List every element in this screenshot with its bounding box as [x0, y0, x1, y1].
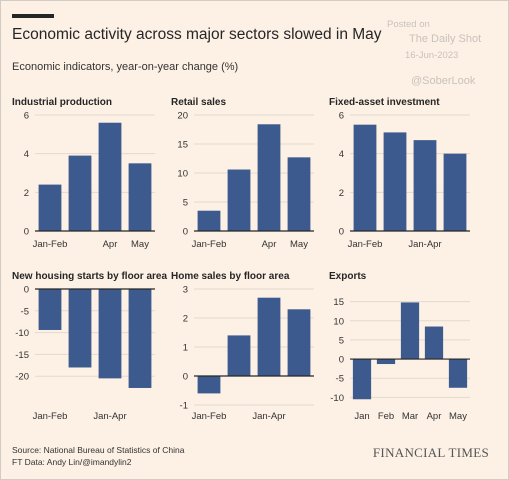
x-tick-label: Jan-Apr — [252, 411, 285, 422]
y-tick-label: 5 — [339, 335, 344, 346]
bar — [68, 155, 92, 231]
y-tick-label: 0 — [24, 285, 29, 296]
y-tick-label: 2 — [24, 188, 29, 199]
y-tick-label: 4 — [24, 149, 29, 160]
y-tick-label: -20 — [15, 372, 29, 383]
y-tick-label: 0 — [339, 355, 344, 366]
y-tick-label: 0 — [339, 227, 344, 238]
bar — [376, 359, 396, 365]
bar — [424, 326, 444, 360]
bar — [98, 122, 122, 231]
y-tick-label: 0 — [24, 227, 29, 238]
x-tick-label: May — [449, 411, 467, 422]
y-tick-label: -1 — [180, 401, 188, 412]
x-tick-label: May — [290, 239, 308, 250]
bar — [227, 169, 251, 231]
y-tick-label: 1 — [183, 343, 188, 354]
bar — [227, 335, 251, 376]
ft-top-rule — [12, 14, 54, 18]
bar — [287, 157, 311, 231]
bar — [287, 309, 311, 376]
y-tick-label: 10 — [333, 316, 344, 327]
panel-title: Retail sales — [171, 97, 226, 108]
y-tick-label: 0 — [183, 227, 188, 238]
watermark-handle: @SoberLook — [411, 75, 476, 87]
x-tick-label: May — [131, 239, 149, 250]
source-note: Source: National Bureau of Statistics of… — [12, 445, 185, 455]
y-tick-label: -5 — [336, 374, 344, 385]
y-tick-label: 10 — [177, 169, 188, 180]
x-tick-label: Jan-Feb — [192, 411, 227, 422]
y-tick-label: 3 — [183, 285, 188, 296]
chart-subtitle: Economic indicators, year-on-year change… — [12, 61, 239, 73]
chart-title: Economic activity across major sectors s… — [12, 26, 382, 43]
bar — [353, 124, 377, 231]
watermark-posted-on: Posted on — [387, 19, 430, 30]
bar — [383, 132, 407, 231]
bar — [257, 124, 281, 231]
x-tick-label: Jan-Feb — [348, 239, 383, 250]
panel-title: Home sales by floor area — [171, 271, 290, 282]
panel-title: Fixed-asset investment — [329, 97, 440, 108]
y-tick-label: 2 — [339, 188, 344, 199]
bar — [128, 289, 152, 388]
bar — [443, 153, 467, 231]
x-tick-label: Jan-Feb — [33, 411, 68, 422]
x-tick-label: Apr — [262, 239, 277, 250]
y-tick-label: 2 — [183, 314, 188, 325]
y-tick-label: 5 — [183, 198, 188, 209]
bar — [197, 210, 221, 231]
x-tick-label: Apr — [103, 239, 118, 250]
y-tick-label: -10 — [15, 328, 29, 339]
panel-title: Industrial production — [12, 97, 112, 108]
bar — [400, 302, 420, 360]
bar — [38, 289, 62, 330]
y-tick-label: 15 — [177, 140, 188, 151]
y-tick-label: 20 — [177, 111, 188, 122]
small-multiples-panels: Industrial production 0 2 4 6 Jan-Feb Apr May Re… — [12, 97, 470, 422]
y-tick-label: 15 — [333, 297, 344, 308]
y-tick-label: 6 — [24, 111, 29, 122]
x-tick-label: Apr — [427, 411, 442, 422]
y-tick-label: 4 — [339, 149, 344, 160]
y-tick-label: -5 — [21, 306, 29, 317]
bar — [197, 376, 221, 394]
bar — [413, 140, 437, 231]
x-tick-label: Jan-Feb — [33, 239, 68, 250]
bar — [68, 289, 92, 368]
bar — [448, 359, 468, 388]
watermark-date: 16-Jun-2023 — [405, 50, 459, 61]
panel-title: New housing starts by floor area — [12, 271, 167, 282]
bar — [352, 359, 372, 400]
bar — [128, 163, 152, 231]
bar — [38, 184, 62, 231]
y-tick-label: 0 — [183, 372, 188, 383]
credit-note: FT Data: Andy Lin/@imandylin2 — [12, 457, 132, 467]
y-tick-label: -10 — [330, 393, 344, 404]
x-tick-label: Feb — [378, 411, 394, 422]
x-tick-label: Jan — [354, 411, 369, 422]
y-tick-label: -15 — [15, 350, 29, 361]
x-tick-label: Mar — [402, 411, 418, 422]
bar — [98, 289, 122, 379]
watermark-outlet: The Daily Shot — [409, 33, 482, 45]
bar — [257, 297, 281, 376]
ft-logo: FINANCIAL TIMES — [372, 445, 489, 460]
y-tick-label: 6 — [339, 111, 344, 122]
x-tick-label: Jan-Apr — [93, 411, 126, 422]
x-tick-label: Jan-Apr — [408, 239, 441, 250]
x-tick-label: Jan-Feb — [192, 239, 227, 250]
panel-title: Exports — [329, 271, 367, 282]
